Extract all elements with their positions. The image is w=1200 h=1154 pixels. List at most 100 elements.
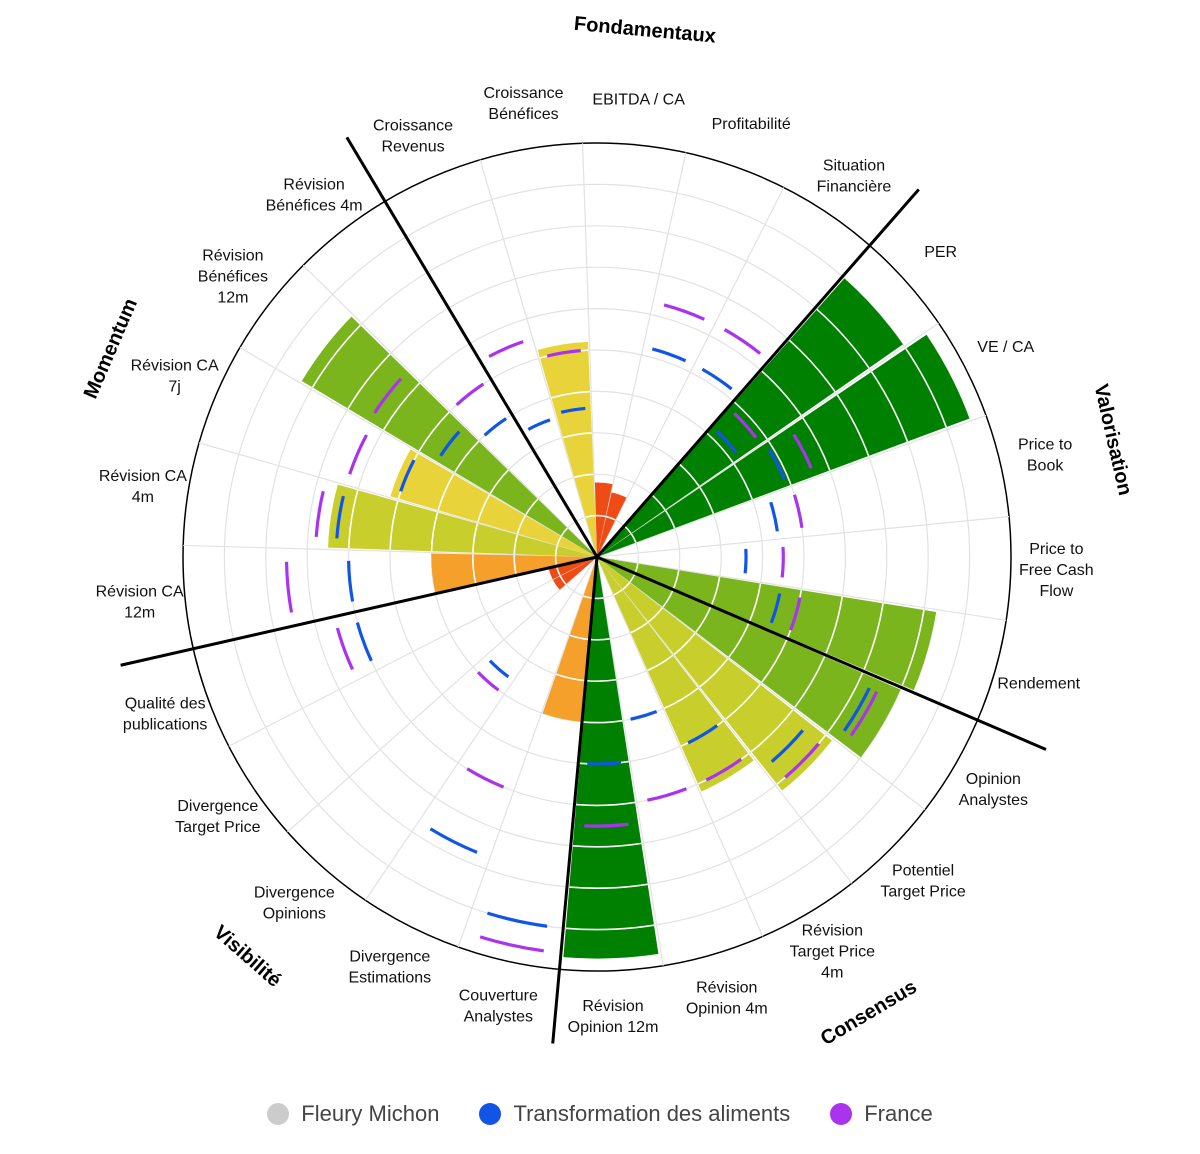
sector-benchmark-arc xyxy=(355,622,373,662)
bar[interactable] xyxy=(594,482,613,557)
bar[interactable] xyxy=(597,557,937,691)
grid-spoke xyxy=(596,516,1010,558)
sector-benchmark-arc xyxy=(587,760,622,766)
bar[interactable] xyxy=(390,449,597,557)
sector-benchmark-arc xyxy=(842,687,871,732)
category-label: Price to Free Cash Flow xyxy=(1019,541,1094,600)
category-label-line: Financière xyxy=(817,179,892,196)
category-label-line: Couverture xyxy=(459,987,538,1004)
country-benchmark-arc xyxy=(373,377,403,414)
legend-item-company[interactable]: Fleury Michon xyxy=(267,1101,439,1127)
bar-separator xyxy=(477,494,491,523)
sector-divider xyxy=(551,556,599,1044)
legend-item-sector[interactable]: Transformation des aliments xyxy=(479,1101,790,1127)
legend-label-company: Fleury Michon xyxy=(301,1101,440,1126)
category-label-line: publications xyxy=(123,717,208,734)
bar-separator xyxy=(513,534,519,555)
category-label-line: Flow xyxy=(1039,583,1073,600)
category-label-line: Book xyxy=(1027,458,1064,475)
sector-benchmark-arc xyxy=(483,417,507,437)
country-benchmark-arc xyxy=(314,490,325,537)
legend-label-sector: Transformation des aliments xyxy=(513,1101,791,1126)
sector-benchmark-arc xyxy=(527,418,551,431)
country-benchmark-arc xyxy=(789,597,802,631)
bar[interactable] xyxy=(301,316,597,557)
category-label-line: Opinion xyxy=(966,771,1021,788)
bar[interactable] xyxy=(597,557,901,758)
grid-spoke xyxy=(581,143,598,558)
grid-spoke xyxy=(596,187,785,558)
country-benchmark-arc xyxy=(733,412,758,439)
bar-separator xyxy=(664,510,676,529)
bar-separator xyxy=(516,515,526,534)
category-label: Révision Opinion 4m xyxy=(686,979,768,1017)
category-label-line: Divergence xyxy=(254,884,335,901)
country-benchmark-arc xyxy=(488,340,524,358)
grid-spoke xyxy=(479,159,598,558)
bar-separator xyxy=(870,371,909,442)
country-benchmark-arc xyxy=(335,627,354,671)
sector-title: Fondamentaux xyxy=(573,13,717,48)
category-label-line: Bénéfices xyxy=(198,269,268,286)
sector-divider xyxy=(595,188,920,558)
category-label-line: 7j xyxy=(168,378,180,395)
category-label-line: Révision xyxy=(582,998,643,1015)
category-label: Profitabilité xyxy=(712,116,791,133)
category-label-line: Target Price xyxy=(790,944,875,961)
bar-separator xyxy=(560,527,569,537)
category-label: Révision Bénéfices 12m xyxy=(198,248,268,307)
bar[interactable] xyxy=(597,334,970,557)
sector-title: Momentum xyxy=(80,295,142,402)
category-label-line: Target Price xyxy=(880,883,965,900)
bar-separator xyxy=(761,639,788,683)
bar-separator xyxy=(622,581,631,591)
bar-separator xyxy=(613,589,623,596)
category-label: Situation Financière xyxy=(817,158,892,196)
sector-benchmark-arc xyxy=(651,347,687,363)
sector-benchmark-arc xyxy=(560,406,586,414)
bar-separator xyxy=(382,382,421,431)
bar[interactable] xyxy=(597,557,754,792)
bar-separator xyxy=(347,353,391,410)
category-label-line: PER xyxy=(924,244,957,261)
bar[interactable] xyxy=(548,557,597,580)
bar-separator xyxy=(673,632,696,655)
bar-separator xyxy=(559,575,567,585)
category-label-line: Analystes xyxy=(464,1008,533,1025)
category-label-line: Révision xyxy=(802,923,863,940)
grid-spoke xyxy=(239,346,598,558)
bar-separator xyxy=(565,924,655,931)
bar-separator xyxy=(525,498,539,516)
category-label-line: Croissance xyxy=(484,85,564,102)
category-label-line: Price to xyxy=(1029,541,1083,558)
bar-separator xyxy=(472,523,479,553)
bar-separator xyxy=(647,654,674,672)
bar-separator xyxy=(630,621,649,634)
category-label-line: Free Cash xyxy=(1019,562,1094,579)
legend-swatch-country xyxy=(830,1103,853,1125)
bar-separator xyxy=(836,394,870,457)
sector-benchmark-arc xyxy=(687,724,719,745)
bar-separator xyxy=(554,545,558,556)
bar[interactable] xyxy=(597,492,627,557)
bar-separator xyxy=(418,411,450,452)
grid-spoke xyxy=(596,556,1007,621)
bar[interactable] xyxy=(537,341,597,557)
category-label-line: Situation xyxy=(823,158,885,175)
sector-title: Visibilité xyxy=(209,921,285,991)
bar-separator xyxy=(901,609,925,686)
category-label-line: Opinion 4m xyxy=(686,1000,768,1017)
sector-benchmark-arc xyxy=(769,593,782,624)
bar-separator xyxy=(794,656,826,708)
category-label: Révision Target Price 4m xyxy=(790,923,875,982)
grid-spoke xyxy=(596,322,939,558)
legend-item-country[interactable]: France xyxy=(830,1101,933,1127)
sector-divider xyxy=(345,136,599,558)
category-label-line: Estimations xyxy=(348,970,431,987)
sector-divider xyxy=(596,555,1047,751)
bar-separator xyxy=(863,603,884,670)
bar[interactable] xyxy=(563,557,659,959)
country-benchmark-arc xyxy=(466,767,505,789)
bar[interactable] xyxy=(328,484,597,557)
bar-separator xyxy=(595,514,606,518)
